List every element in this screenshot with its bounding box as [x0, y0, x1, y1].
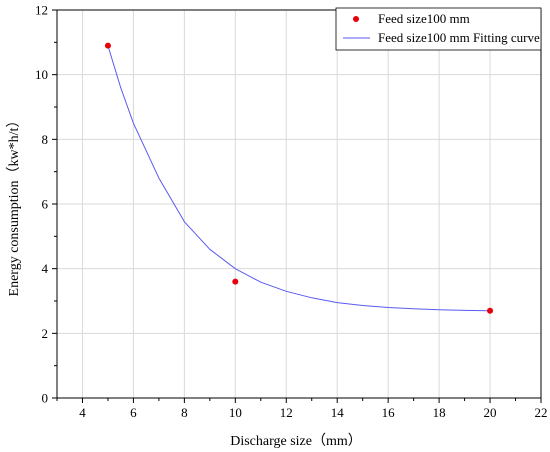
legend: Feed size100 mm Feed size100 mm Fitting … [335, 7, 542, 51]
legend-label-scatter: Feed size100 mm [378, 11, 470, 26]
x-tick-label: 10 [229, 405, 242, 420]
x-tick-label: 14 [331, 405, 345, 420]
y-tick-label: 12 [35, 3, 48, 18]
x-tick-label: 22 [535, 405, 548, 420]
y-axis-ticks: 0 2 4 6 8 10 12 [35, 3, 57, 406]
y-tick-label: 2 [42, 326, 49, 341]
data-point [232, 278, 239, 285]
plot-area [104, 42, 494, 314]
y-tick-label: 0 [42, 391, 49, 406]
y-axis-title: Energy consumption（kw*h/t） [6, 114, 22, 297]
data-point [487, 307, 494, 314]
fitting-curve-line [107, 45, 491, 312]
x-tick-label: 18 [433, 405, 446, 420]
y-tick-label: 6 [42, 197, 49, 212]
x-tick-label: 4 [79, 405, 86, 420]
x-axis-ticks: 4 6 8 10 12 14 16 18 20 22 [56, 398, 548, 420]
x-tick-label: 20 [484, 405, 497, 420]
y-tick-label: 4 [42, 261, 49, 276]
y-tick-label: 8 [42, 132, 49, 147]
x-axis-title: Discharge size（mm） [230, 433, 362, 449]
x-tick-label: 6 [130, 405, 137, 420]
x-tick-label: 12 [280, 405, 293, 420]
y-tick-label: 10 [35, 67, 48, 82]
x-tick-label: 16 [382, 405, 396, 420]
x-tick-label: 8 [181, 405, 188, 420]
legend-label-line: Feed size100 mm Fitting curve [378, 30, 540, 45]
data-point [104, 42, 111, 49]
grid-lines [57, 9, 542, 399]
legend-marker-scatter [353, 16, 359, 22]
legend-box [335, 7, 542, 51]
